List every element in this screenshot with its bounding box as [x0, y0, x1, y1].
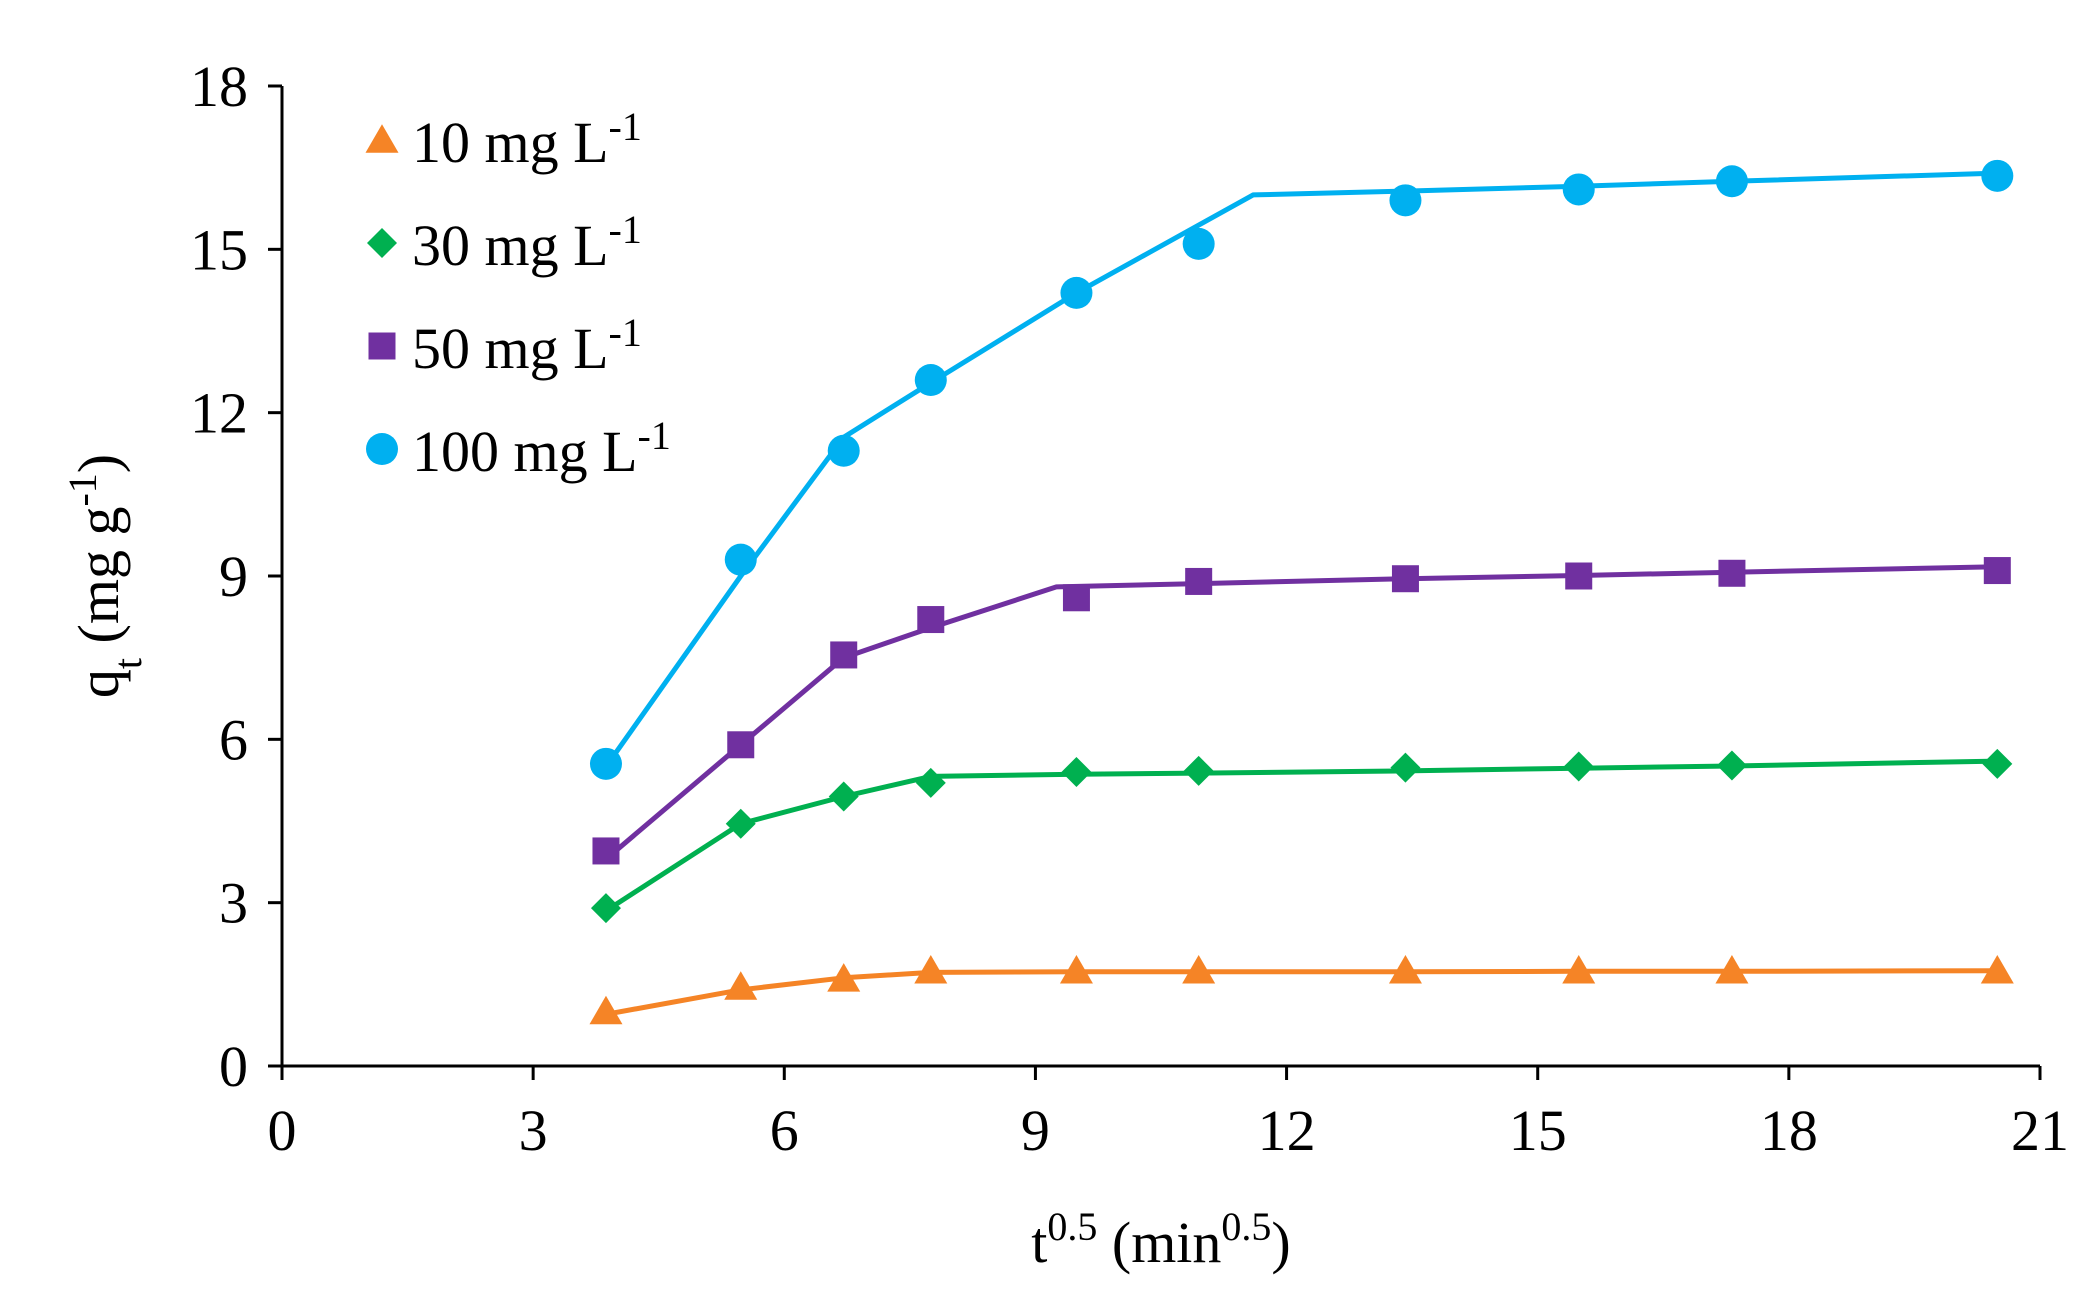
data-point — [1390, 752, 1421, 783]
data-point — [1715, 954, 1749, 984]
y-tick-label: 6 — [219, 707, 248, 772]
legend-item: 10 mg L-1 — [365, 104, 642, 176]
y-tick-label: 18 — [190, 54, 248, 119]
data-point — [1182, 954, 1216, 984]
series-fit-line — [603, 170, 2000, 770]
series-square — [592, 557, 2011, 865]
series-triangle — [589, 954, 2014, 1025]
legend-item: 100 mg L-1 — [366, 413, 671, 485]
legend-marker — [365, 124, 399, 153]
x-tick-label: 6 — [770, 1098, 799, 1163]
axes: 0 3 6 9 12 15 18 0 3 6 9 12 15 18 21 — [190, 54, 2069, 1163]
data-point — [725, 808, 756, 839]
series-fit-line — [603, 758, 2000, 914]
y-tick-label: 0 — [219, 1034, 248, 1099]
series-fit-line — [603, 564, 2000, 862]
legend-item: 50 mg L-1 — [368, 310, 642, 382]
y-tick-label: 12 — [190, 381, 248, 446]
data-point — [1183, 755, 1214, 786]
x-tick-label: 15 — [1509, 1098, 1567, 1163]
data-point — [724, 543, 757, 576]
series-fit-line — [603, 968, 2000, 1017]
legend-item: 30 mg L-1 — [367, 207, 642, 279]
legend-marker — [367, 228, 397, 258]
data-point — [1983, 557, 2011, 585]
data-point — [1562, 954, 1596, 984]
data-point — [1716, 750, 1747, 781]
legend-label: 50 mg L-1 — [412, 310, 642, 382]
series-layer — [589, 159, 2014, 1025]
data-point — [1718, 559, 1746, 587]
data-point — [724, 971, 758, 1000]
x-tick-label: 18 — [1760, 1098, 1818, 1163]
data-point — [1061, 757, 1092, 787]
data-point — [828, 781, 859, 812]
legend-label: 100 mg L-1 — [412, 413, 671, 485]
data-point — [914, 364, 947, 396]
data-point — [830, 641, 858, 669]
data-point — [1182, 227, 1215, 260]
x-tick-label: 21 — [2011, 1098, 2069, 1163]
legend-marker — [366, 433, 398, 465]
data-point — [592, 837, 620, 865]
data-point — [1982, 748, 2013, 779]
y-tick-label: 3 — [219, 871, 248, 936]
data-point — [1565, 562, 1593, 590]
x-axis-title: t0.5 (min0.5) — [1031, 1204, 1291, 1276]
data-point — [1060, 276, 1093, 309]
data-point — [1185, 567, 1213, 595]
y-tick-label: 9 — [219, 544, 248, 609]
legend-marker — [368, 332, 396, 360]
x-tick-label: 0 — [268, 1098, 297, 1163]
legend: 10 mg L-1 30 mg L-1 50 mg L-1 100 mg L-1 — [365, 104, 671, 485]
data-point — [1980, 954, 2014, 984]
x-tick-label: 9 — [1021, 1098, 1050, 1163]
data-point — [589, 747, 622, 780]
data-point — [1059, 954, 1093, 984]
data-point — [914, 954, 948, 984]
data-point — [1562, 173, 1595, 206]
data-point — [915, 767, 946, 798]
data-point — [589, 995, 623, 1025]
data-point — [1389, 184, 1422, 217]
x-tick-label: 12 — [1258, 1098, 1316, 1163]
legend-label: 30 mg L-1 — [412, 207, 642, 279]
y-tick-label: 15 — [190, 217, 248, 282]
data-point — [1715, 165, 1748, 198]
data-point — [827, 434, 860, 467]
data-point — [1391, 565, 1419, 593]
x-tick-label: 3 — [519, 1098, 548, 1163]
data-point — [1062, 584, 1090, 612]
legend-label: 10 mg L-1 — [412, 104, 642, 176]
series-diamond — [590, 748, 2013, 924]
data-point — [727, 731, 755, 759]
data-point — [827, 963, 861, 992]
series-circle — [589, 159, 2014, 780]
data-point — [1981, 159, 2014, 192]
data-point — [917, 606, 945, 634]
data-point — [590, 893, 621, 924]
y-axis-title: qt (mg g-1) — [60, 454, 150, 698]
data-point — [1563, 751, 1594, 782]
data-point — [1388, 954, 1422, 984]
